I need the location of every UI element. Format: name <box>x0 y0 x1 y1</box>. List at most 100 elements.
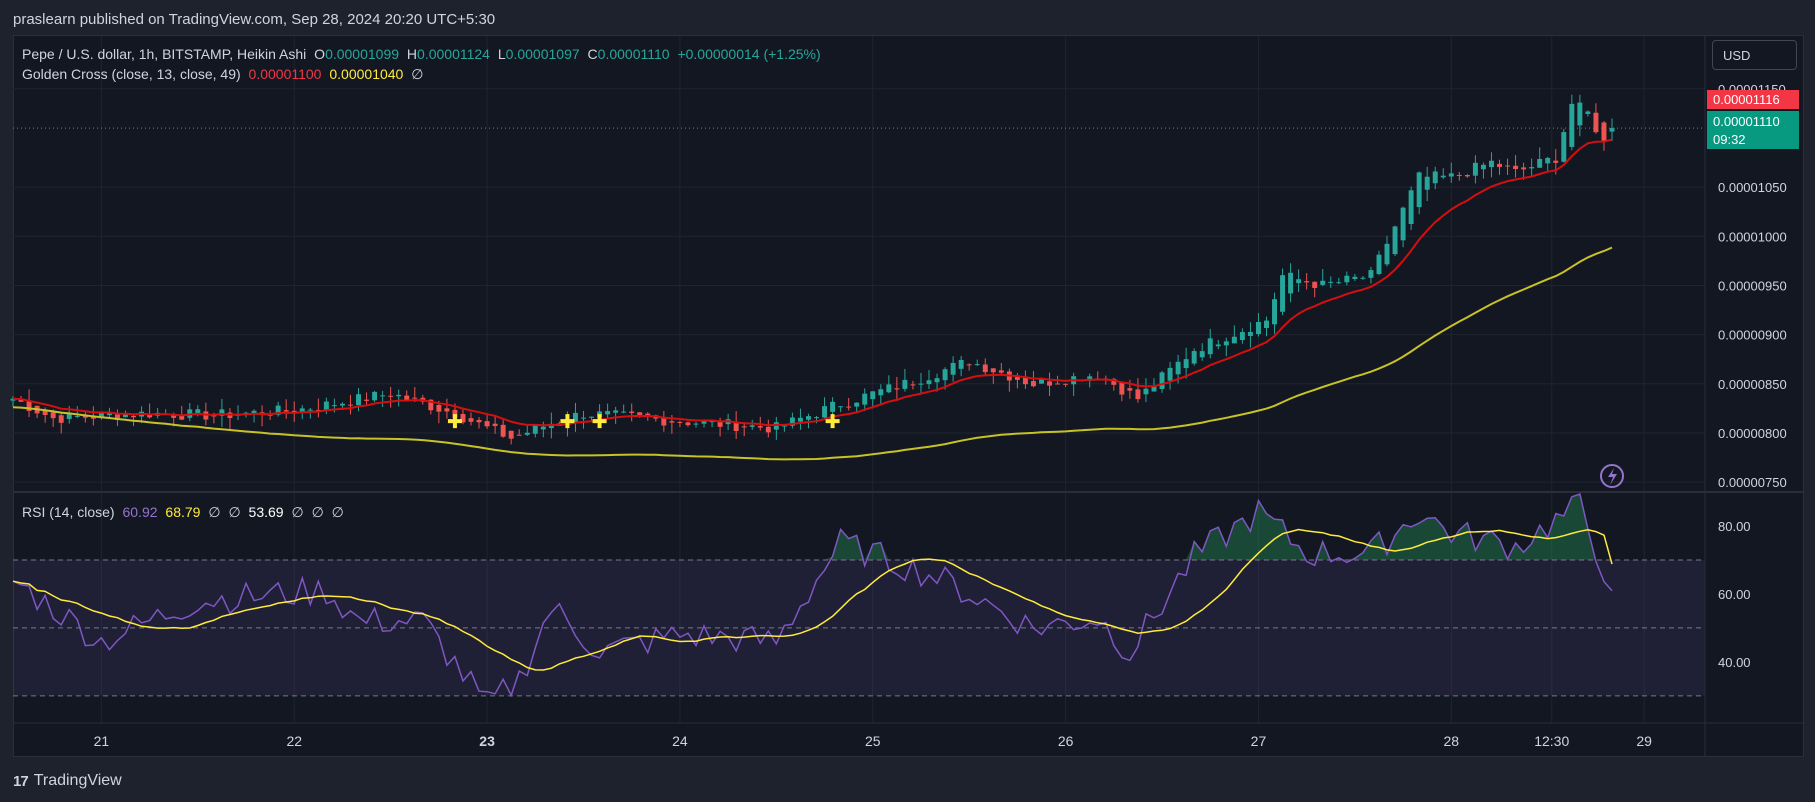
candle-body <box>195 409 201 414</box>
ohlc-open-label: O <box>314 46 326 62</box>
time-tick-label: 22 <box>286 733 302 749</box>
candle-body <box>1014 375 1020 380</box>
candle-body <box>854 402 860 407</box>
candle-body <box>701 420 707 424</box>
candle-body <box>380 395 386 397</box>
candle-body <box>572 412 578 424</box>
candle-body <box>878 389 884 396</box>
candle-body <box>613 410 619 413</box>
candle-body <box>846 406 852 408</box>
price-tag-red: 0.00001116 <box>1713 92 1780 107</box>
candle-body <box>958 359 964 369</box>
candle-body <box>1553 160 1559 163</box>
rsi-tick-label: 80.00 <box>1718 519 1751 534</box>
candle-body <box>830 401 836 412</box>
candle-body <box>1601 122 1607 141</box>
candle-body <box>1432 171 1438 184</box>
candle-body <box>1464 174 1470 177</box>
candle-body <box>404 395 410 400</box>
candle-body <box>18 399 24 402</box>
candle-body <box>1344 275 1350 283</box>
candle-body <box>540 426 546 430</box>
candle-body <box>131 415 137 418</box>
candle-body <box>428 399 434 411</box>
currency-selector[interactable]: USD <box>1712 40 1797 70</box>
tradingview-logo[interactable]: 17 TradingView <box>13 772 122 790</box>
time-tick-label: 24 <box>672 733 688 749</box>
candle-body <box>500 424 506 437</box>
rsi-label: RSI (14, close) <box>22 504 115 520</box>
candle-body <box>733 421 739 432</box>
candle-body <box>98 412 104 418</box>
candle-body <box>886 384 892 393</box>
candle-body <box>1255 321 1261 335</box>
golden-cross-label: Golden Cross (close, 13, close, 49) <box>22 66 241 82</box>
price-tick-label: 0.00001000 <box>1718 229 1787 244</box>
price-tick-label: 0.00000950 <box>1718 278 1787 293</box>
ohlc-close-label: C <box>587 46 598 62</box>
candle-body <box>1561 132 1567 162</box>
price-pane <box>10 94 1705 461</box>
candle-body <box>283 410 289 412</box>
rsi-overbought-fill <box>13 494 1612 560</box>
candle-body <box>356 394 361 406</box>
candle-body <box>1191 351 1197 364</box>
time-tick-label: 29 <box>1636 733 1652 749</box>
candle-body <box>1135 389 1141 400</box>
candle-body <box>1513 165 1519 170</box>
rsi-legend[interactable]: RSI (14, close) 60.92 68.79 ∅ ∅ 53.69 ∅ … <box>22 504 348 521</box>
candle-body <box>749 425 755 427</box>
candle-body <box>902 379 908 389</box>
price-tag-red-bg <box>1707 90 1799 109</box>
candle-body <box>275 405 281 415</box>
time-tick-label: 21 <box>94 733 110 749</box>
candle-body <box>1264 320 1269 328</box>
candle-body <box>1167 367 1173 381</box>
candle-body <box>147 414 153 418</box>
candle-body <box>1336 282 1342 284</box>
candle-body <box>50 412 56 419</box>
ohlc-high-label: H <box>406 46 418 62</box>
candle-body <box>1529 167 1535 169</box>
candle-body <box>1545 157 1551 164</box>
lightning-icon <box>1600 464 1624 488</box>
candle-body <box>532 425 538 434</box>
price-tag-green: 0.00001110 <box>1713 114 1780 129</box>
candle-body <box>1143 388 1149 395</box>
candle-body <box>123 414 128 418</box>
candle-body <box>436 404 442 412</box>
candle-body <box>1488 160 1494 168</box>
candle-body <box>347 404 353 406</box>
price-tick-label: 0.00000800 <box>1718 426 1787 441</box>
candle-body <box>1119 381 1125 395</box>
golden-cross-fast-value: 0.00001100 <box>248 66 322 82</box>
candle-body <box>685 422 691 426</box>
publish-bar: praslearn published on TradingView.com, … <box>0 0 1815 38</box>
ohlc-change: +0.00000014 (+1.25%) <box>677 46 821 62</box>
null-icon: ∅ <box>208 504 221 520</box>
golden-cross-legend[interactable]: Golden Cross (close, 13, close, 49) 0.00… <box>22 66 427 83</box>
null-icon: ∅ <box>331 504 344 520</box>
candle-body <box>677 421 683 423</box>
candle-body <box>581 417 586 419</box>
candle-body <box>1384 243 1390 265</box>
rsi-value: 60.92 <box>122 504 158 520</box>
candle-body <box>1055 383 1061 385</box>
candle-body <box>476 419 482 423</box>
candle-body <box>1480 164 1486 170</box>
rsi-ma-value: 68.79 <box>165 504 201 520</box>
candle-body <box>950 362 956 375</box>
candle-body <box>1063 383 1069 385</box>
candle-body <box>910 384 916 386</box>
candle-body <box>1328 281 1334 283</box>
rsi-line <box>12 493 1613 698</box>
candle-body <box>1151 386 1157 392</box>
candle-body <box>717 421 723 427</box>
time-tick-label: 26 <box>1058 733 1074 749</box>
null-icon: ∅ <box>291 504 304 520</box>
ohlc-close: 0.00001110 <box>597 46 670 62</box>
brand-name: TradingView <box>33 772 122 789</box>
rsi-pane <box>12 493 1705 698</box>
candle-body <box>637 412 643 415</box>
